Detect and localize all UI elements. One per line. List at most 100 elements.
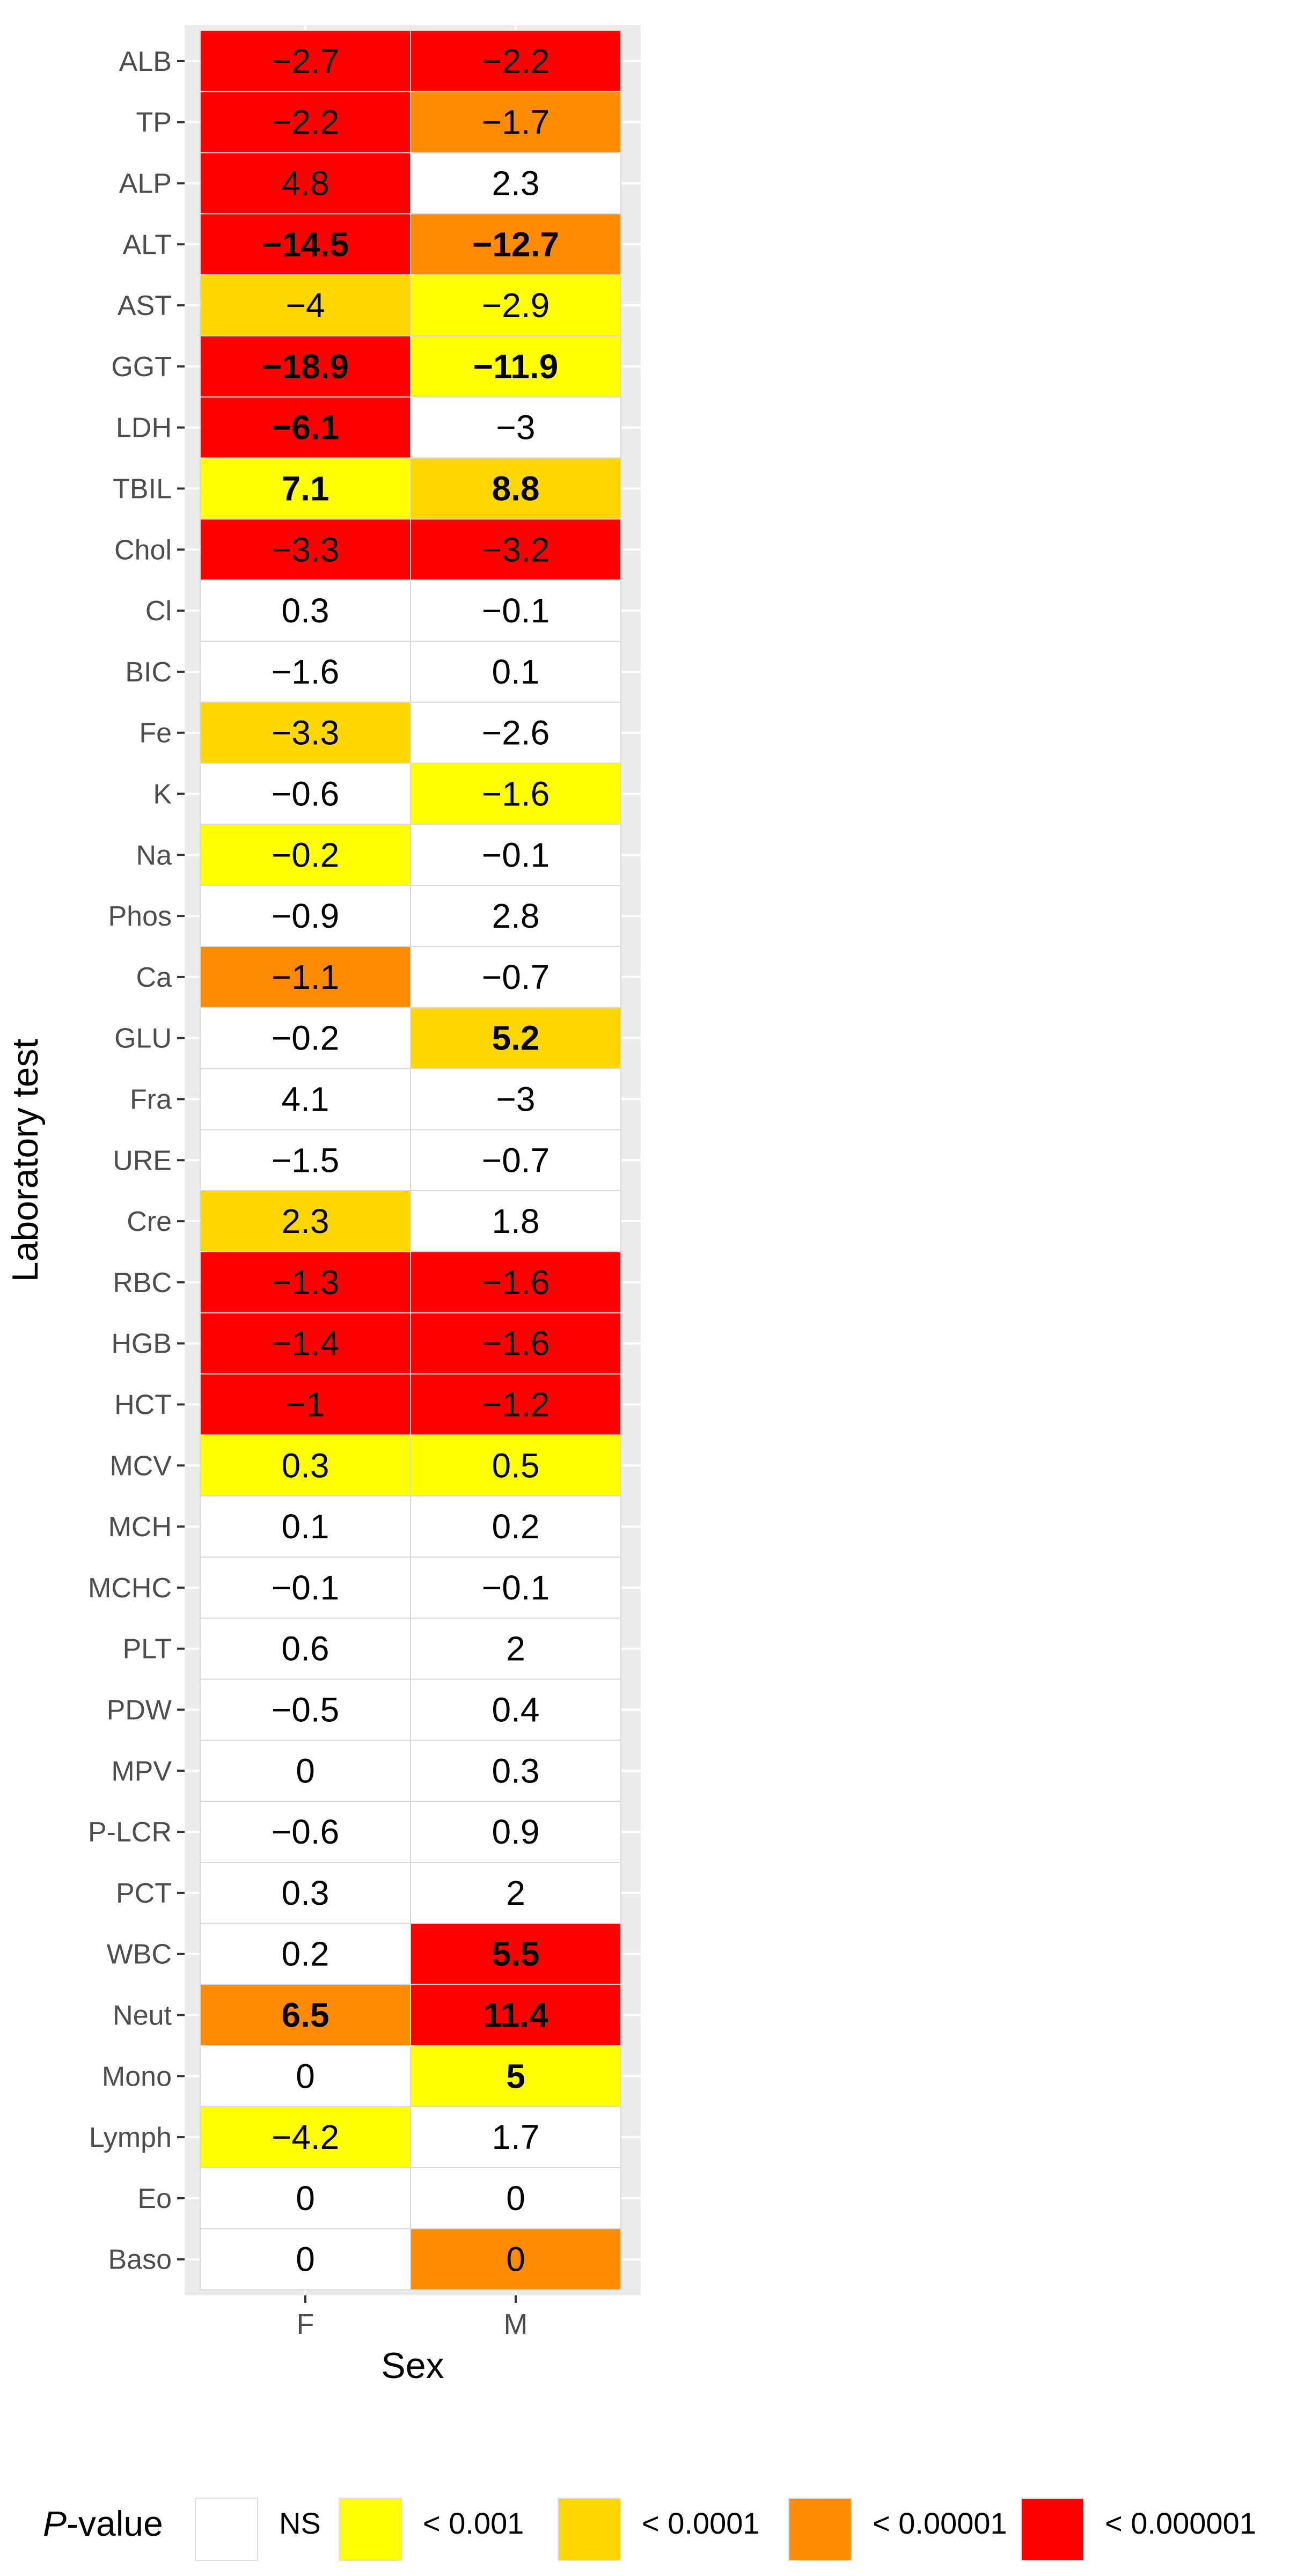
legend-title-rest: -value [67, 2504, 163, 2543]
y-tick-label: ALB [119, 46, 172, 77]
cell-value-label: 8.8 [492, 469, 540, 508]
heatmap-cell [410, 1129, 621, 1192]
heatmap-cell [410, 1801, 621, 1863]
cell-value-label: −3 [496, 1080, 536, 1119]
heatmap-cell [200, 1190, 411, 1252]
cell-value-label: 0 [296, 1751, 315, 1790]
cell-value-label: −2.7 [272, 42, 339, 80]
heatmap-cell [410, 335, 621, 398]
heatmap-cell [410, 2106, 621, 2168]
heatmap-cell [410, 2228, 621, 2291]
heatmap-cell [200, 30, 411, 92]
cell-value-label: −2.6 [482, 714, 549, 752]
cell-value-label: −4 [286, 286, 325, 325]
cell-value-label: 2.3 [492, 164, 540, 203]
cell-value-label: 0.1 [492, 652, 540, 691]
heatmap-cell [410, 579, 621, 642]
heatmap-cell [200, 2106, 411, 2168]
heatmap-cell [410, 701, 621, 764]
legend-title: P-value [43, 2504, 163, 2543]
y-tick-label: Phos [108, 901, 172, 932]
cell-value-label: 0.3 [282, 1446, 329, 1485]
heatmap-cell [200, 457, 411, 520]
cell-value-label: 6.5 [282, 1996, 329, 2035]
y-tick-label: Cre [127, 1206, 172, 1237]
heatmap-cell [410, 1740, 621, 1802]
legend-label: < 0.000001 [1105, 2506, 1256, 2540]
heatmap-cell [200, 2045, 411, 2108]
cell-value-label: 0 [296, 2057, 315, 2095]
cell-value-label: 0.6 [282, 1630, 329, 1668]
heatmap-cell [410, 1373, 621, 1436]
heatmap-cell [200, 1495, 411, 1558]
cell-value-label: −1.6 [482, 1263, 549, 1302]
heatmap-cell [200, 1434, 411, 1497]
cell-value-label: 4.1 [282, 1080, 329, 1119]
y-tick-label: PCT [116, 1878, 172, 1909]
y-tick-label: LDH [116, 413, 172, 444]
heatmap-cell [410, 213, 621, 276]
cell-value-label: 0 [506, 2179, 525, 2218]
heatmap-cell [410, 1922, 621, 1985]
cell-value-label: 5.2 [492, 1019, 540, 1058]
cell-value-label: −0.1 [482, 1568, 549, 1607]
cell-value-label: −3.3 [272, 530, 339, 569]
y-tick-label: TBIL [113, 474, 172, 505]
cell-value-label: 0.2 [492, 1507, 540, 1546]
y-tick-label: Lymph [89, 2122, 172, 2153]
y-tick-label: MCHC [88, 1573, 172, 1604]
cell-value-label: −12.7 [472, 225, 559, 263]
y-tick-label: WBC [107, 1939, 172, 1970]
heatmap-cell [410, 518, 621, 581]
heatmap-cell [200, 1312, 411, 1375]
cell-value-label: −0.2 [272, 835, 339, 874]
cell-value-label: −4.2 [272, 2118, 339, 2156]
cell-value-label: 0.3 [282, 591, 329, 630]
cell-value-label: 0.3 [282, 1874, 329, 1912]
legend-key [339, 2498, 402, 2561]
legend-label: NS [279, 2506, 321, 2540]
cell-value-label: −1.2 [482, 1385, 549, 1424]
y-tick-label: BIC [125, 657, 172, 688]
cell-value-label: −18.9 [262, 347, 349, 386]
cell-value-label: −1.6 [482, 1324, 549, 1363]
cell-value-label: 7.1 [282, 469, 329, 508]
heatmap-cell [410, 1251, 621, 1313]
heatmap-cell [200, 2228, 411, 2291]
cell-value-label: −0.9 [272, 897, 339, 935]
cell-value-label: −11.9 [473, 347, 558, 386]
cell-value-label: −1.7 [482, 103, 549, 142]
heatmap-cell [200, 946, 411, 1008]
y-tick-label: MPV [111, 1756, 172, 1787]
y-tick-label: Mono [102, 2061, 172, 2092]
cell-value-label: 0 [506, 2240, 525, 2279]
y-tick-label: TP [136, 107, 172, 138]
cell-value-label: 5.5 [492, 1935, 540, 1973]
heatmap-cell [410, 1007, 621, 1069]
heatmap-cell [410, 30, 621, 92]
legend-key [1021, 2498, 1084, 2561]
heatmap-cell [200, 1557, 411, 1619]
cell-value-label: 0.2 [282, 1935, 329, 1973]
y-axis: ALB TP ALP ALT AST GGT LDH TBIL Chol Cl BIC Fe K Na Ph… [88, 46, 185, 2276]
cell-value-label: 2.8 [492, 897, 540, 935]
cell-value-label: −1 [286, 1385, 325, 1424]
y-tick-label: URE [113, 1145, 172, 1176]
cell-value-label: −0.5 [272, 1691, 339, 1729]
x-tick-label: F [297, 2308, 314, 2340]
heatmap-cell [200, 396, 411, 459]
y-tick-label: ALP [119, 168, 172, 200]
y-tick-label: Cl [145, 596, 172, 627]
heatmap-cell [200, 1984, 411, 2046]
y-tick-label: Neut [113, 2000, 172, 2031]
cell-value-label: 2 [506, 1630, 525, 1668]
heatmap-cell [200, 518, 411, 581]
heatmap-cell [410, 824, 621, 886]
heatmap-cell [200, 641, 411, 703]
y-tick-label: Baso [108, 2244, 172, 2276]
y-tick-label: GLU [114, 1023, 172, 1054]
cell-value-label: −1.4 [272, 1324, 339, 1363]
cell-value-label: −0.1 [482, 591, 549, 630]
heatmap-cell [200, 1007, 411, 1069]
